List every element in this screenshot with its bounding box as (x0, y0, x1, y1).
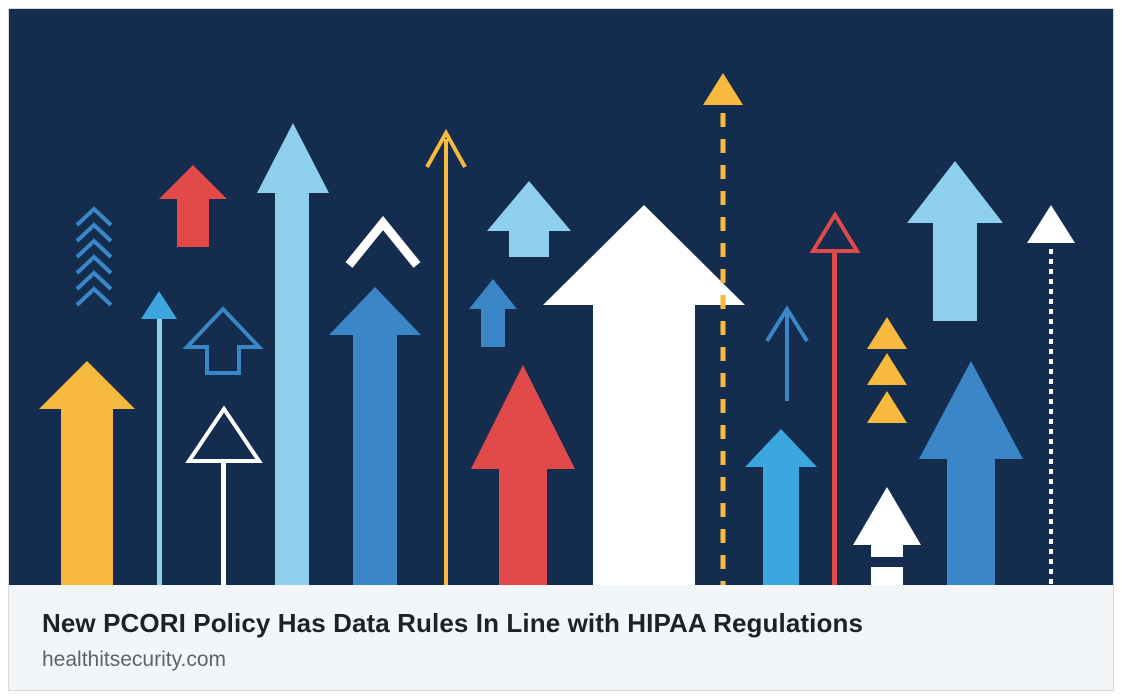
red-large-arrow-icon (471, 365, 575, 585)
link-preview-card[interactable]: New PCORI Policy Has Data Rules In Line … (8, 8, 1114, 691)
big-white-arrow-icon (543, 205, 745, 585)
mid-blue-arrow-icon (329, 287, 421, 585)
article-hero-image[interactable] (9, 9, 1113, 585)
outline-white-triangle-icon (185, 405, 263, 585)
tall-light-blue-arrow-icon (257, 123, 329, 585)
white-chevron-icon (345, 215, 421, 268)
stacked-yellow-triangles-icon (867, 317, 907, 423)
thin-blue-arrow-icon (141, 291, 177, 585)
article-title[interactable]: New PCORI Policy Has Data Rules In Line … (42, 608, 864, 638)
yellow-dashed-arrow-icon (703, 73, 743, 585)
thin-blue-line-arrow-icon (765, 305, 809, 401)
light-blue-top-arrow-icon (487, 181, 571, 257)
light-blue-right-arrow-icon (907, 161, 1003, 321)
red-outline-arrow-icon (809, 211, 861, 585)
small-blue-arrow-icon (469, 279, 517, 347)
white-segmented-arrow-icon (853, 487, 921, 585)
mid-blue-right-arrow-icon (919, 361, 1023, 585)
yellow-arrow-icon (39, 361, 135, 585)
sky-blue-arrow-icon (745, 429, 817, 585)
outline-blue-arrow-icon (182, 306, 264, 375)
stacked-chevrons-icon (75, 206, 113, 307)
link-preview-caption[interactable]: New PCORI Policy Has Data Rules In Line … (9, 585, 1113, 690)
red-arrow-icon (159, 165, 227, 247)
article-source-domain: healthitsecurity.com (42, 648, 227, 671)
yellow-line-arrow-icon (425, 128, 467, 585)
white-dotted-arrow-icon (1027, 205, 1075, 585)
